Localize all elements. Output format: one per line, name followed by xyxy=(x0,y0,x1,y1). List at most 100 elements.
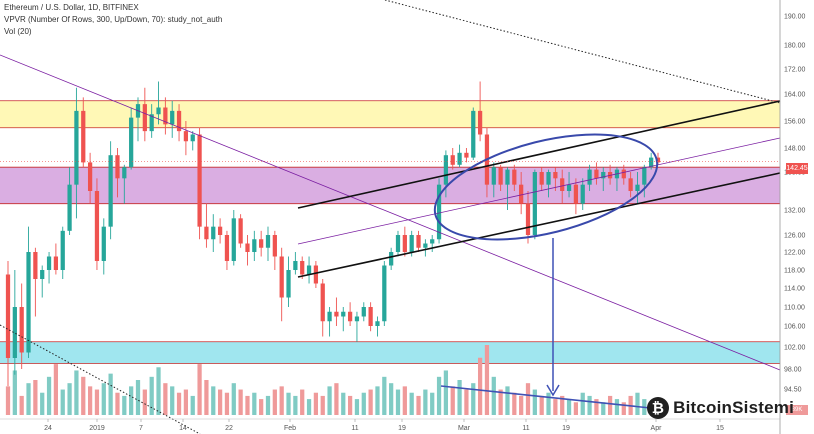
volume-bar xyxy=(402,386,407,415)
volume-bar xyxy=(587,395,592,415)
time-tick-label: 11 xyxy=(522,425,529,432)
volume-bar xyxy=(149,376,154,415)
volume-bar xyxy=(334,383,339,415)
volume-bar xyxy=(265,395,271,415)
volume-bar xyxy=(252,392,257,415)
volume-bar xyxy=(525,383,531,415)
price-tick-label: 94.50 xyxy=(784,387,802,394)
candle-body xyxy=(395,235,401,252)
candle-body xyxy=(60,230,65,270)
candle-body xyxy=(265,235,271,248)
time-tick-label: Apr xyxy=(651,425,663,432)
chart-title: Ethereum / U.S. Dollar, 1D, BITFINEX xyxy=(4,3,139,12)
candle-body xyxy=(594,169,599,179)
volume-bar xyxy=(457,380,462,415)
time-axis: 24 2019 7 14 22 Feb 11 19 Mar 11 19 Apr 15 xyxy=(0,418,780,432)
candle-body xyxy=(532,172,537,235)
volume-badge: 89K xyxy=(786,405,808,415)
purple-median-line xyxy=(297,137,781,245)
candle-body xyxy=(642,167,647,185)
volume-bar xyxy=(361,392,366,415)
candle-body xyxy=(101,226,106,261)
candle-body xyxy=(347,311,353,322)
volume-bar xyxy=(306,399,312,415)
volume-bar xyxy=(46,376,52,415)
candle-body xyxy=(286,270,291,298)
volume-bar xyxy=(217,389,223,415)
candle-body xyxy=(217,226,223,235)
volume-bar xyxy=(560,395,565,415)
volume-bar xyxy=(553,399,558,415)
candle-body xyxy=(224,235,230,261)
volume-bar xyxy=(300,389,305,415)
volume-bar xyxy=(566,399,572,415)
candle-body xyxy=(628,178,633,191)
price-tick-label: 156.00 xyxy=(784,119,806,126)
volume-bar xyxy=(477,357,483,415)
price-tick-label: 164.00 xyxy=(784,92,806,99)
volume-bar xyxy=(108,373,113,415)
candlesticks xyxy=(5,81,661,387)
candle-body xyxy=(505,169,510,185)
candle-body xyxy=(197,134,202,227)
candle-body xyxy=(46,256,52,270)
volume-bar xyxy=(122,395,127,415)
candle-body xyxy=(149,114,154,132)
candle-body xyxy=(74,110,79,185)
volume-bar xyxy=(464,389,469,415)
volume-bar xyxy=(12,370,17,415)
candle-body xyxy=(443,155,449,185)
volume-bar xyxy=(101,383,106,415)
candle-body xyxy=(491,167,496,185)
candle-body xyxy=(204,226,209,240)
volume-bar xyxy=(532,389,537,415)
candle-body xyxy=(649,157,654,168)
candle-body xyxy=(170,110,175,125)
candle-body xyxy=(252,239,257,252)
volume-bar xyxy=(505,386,510,415)
candle-body xyxy=(108,155,113,227)
volume-bar xyxy=(259,399,264,415)
candle-body xyxy=(601,172,606,179)
candle-body xyxy=(621,169,626,179)
time-tick-label: 7 xyxy=(139,425,143,432)
candle-body xyxy=(546,172,551,185)
candle-body xyxy=(430,239,435,244)
price-tick-label: 172.00 xyxy=(784,67,806,74)
volume-trend-line xyxy=(440,385,661,410)
volume-bar xyxy=(621,402,626,415)
candle-body xyxy=(231,218,236,261)
volume-bar xyxy=(163,383,168,415)
volume-bar xyxy=(450,386,455,415)
volume-bar xyxy=(53,364,59,415)
volume-bar xyxy=(498,389,503,415)
candle-body xyxy=(566,184,572,191)
volume-bar xyxy=(341,392,346,415)
volume-bar xyxy=(135,380,141,415)
candle-body xyxy=(519,184,524,204)
volume-bar xyxy=(224,392,230,415)
candle-body xyxy=(587,169,592,185)
candle-body xyxy=(245,243,250,252)
volume-bar xyxy=(395,389,401,415)
volume-bar xyxy=(484,345,490,415)
candle-body xyxy=(53,256,59,270)
svg-text:₿: ₿ xyxy=(652,399,664,417)
volume-bar xyxy=(491,376,496,415)
volume-bar xyxy=(320,395,325,415)
volume-bar xyxy=(313,392,319,415)
candle-body xyxy=(190,134,195,142)
price-zones xyxy=(0,100,780,364)
volume-bar xyxy=(129,386,134,415)
volume-bar xyxy=(293,395,298,415)
candle-body xyxy=(580,184,585,204)
volume-bar xyxy=(423,389,428,415)
candle-body xyxy=(156,107,161,115)
candle-body xyxy=(423,243,428,248)
candle-body xyxy=(272,235,277,257)
last-price-badge: 142.45 xyxy=(786,163,808,174)
candle-body xyxy=(512,169,517,185)
volume-bar xyxy=(286,392,291,415)
price-tick-label: 190.00 xyxy=(784,14,806,21)
